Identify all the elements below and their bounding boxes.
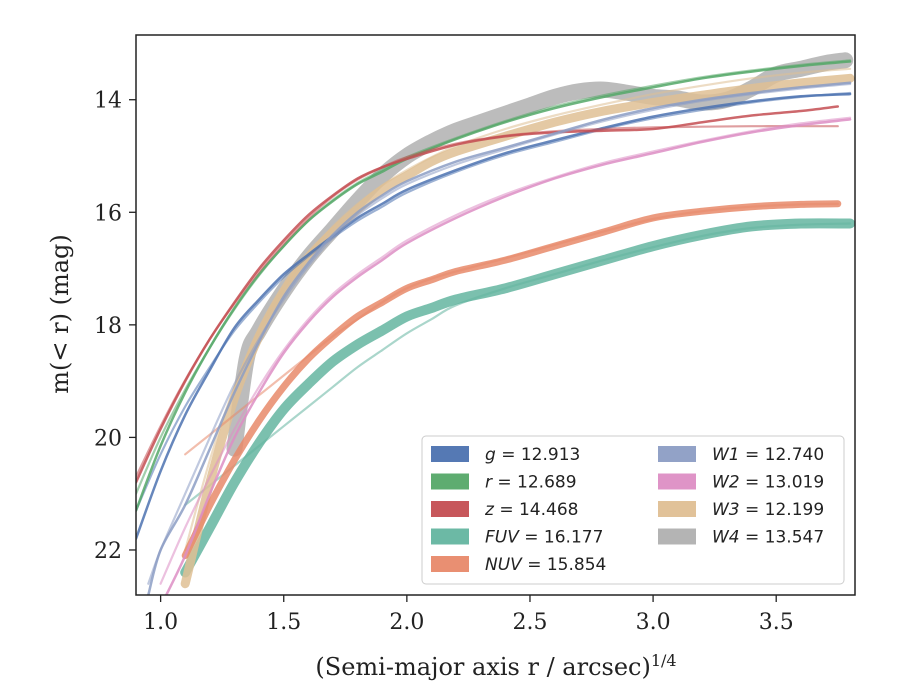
x-tick-label: 2.5 — [512, 610, 547, 635]
legend-label: NUV = 15.854 — [485, 555, 606, 575]
legend-label: z = 14.468 — [484, 500, 578, 520]
y-tick-label: 20 — [94, 426, 122, 451]
series-r — [136, 59, 852, 512]
x-axis-label: (Semi-major axis r / arcsec)1/4 — [315, 651, 676, 681]
y-axis-label: m(< r) (mag) — [46, 234, 74, 393]
legend-item-w1: W1 = 12.740 — [658, 445, 824, 465]
legend-swatch — [431, 473, 469, 490]
legend-label: W2 = 13.019 — [712, 473, 824, 493]
x-axis-label-superscript: 1/4 — [651, 651, 677, 670]
series-w2-profile — [164, 118, 852, 595]
legend-item-nuv: NUV = 15.854 — [431, 555, 606, 575]
series-fuv-model — [184, 222, 852, 506]
series-fuv — [180, 218, 855, 578]
series-w1 — [147, 81, 852, 595]
x-tick-label: 1.0 — [143, 610, 178, 635]
series-z — [136, 105, 840, 484]
series-z-model — [136, 125, 839, 478]
legend-label: r = 12.689 — [485, 473, 577, 493]
y-tick-label: 22 — [94, 539, 122, 564]
legend-item-w4: W4 = 13.547 — [658, 528, 824, 548]
series-nuv-model — [184, 202, 839, 456]
legend-item-w2: W2 = 13.019 — [658, 473, 824, 493]
x-tick-label: 3.0 — [636, 610, 671, 635]
legend-item-z: z = 14.468 — [431, 500, 578, 520]
series-g-model — [136, 91, 852, 512]
series-nuv — [181, 200, 842, 560]
x-tick-label: 1.5 — [266, 610, 301, 635]
legend-label: W4 = 13.547 — [712, 528, 824, 548]
series-w3-model — [184, 67, 852, 552]
y-tick-label: 14 — [94, 89, 122, 114]
legend-swatch — [431, 528, 469, 545]
legend-item-w3: W3 = 12.199 — [658, 500, 824, 520]
series-w2-model — [159, 116, 852, 585]
series-layer — [136, 52, 855, 595]
legend-item-r: r = 12.689 — [431, 473, 577, 493]
legend: g = 12.913 r = 12.689 z = 14.468 FUV = 16.1… — [421, 435, 845, 585]
legend-swatch — [431, 501, 469, 517]
legend-swatch — [658, 528, 696, 545]
legend-label: FUV = 16.177 — [485, 528, 603, 548]
legend-swatch — [658, 501, 696, 517]
legend-item-fuv: FUV = 16.177 — [431, 528, 603, 548]
x-axis-label-main: (Semi-major axis r / arcsec) — [315, 653, 650, 681]
series-w2 — [159, 116, 852, 595]
y-axis-ticks: 14 16 18 20 22 — [94, 89, 136, 564]
legend-swatch — [658, 473, 696, 490]
legend-box — [421, 435, 845, 585]
x-axis-ticks: 1.0 1.5 2.0 2.5 3.0 3.5 — [143, 595, 794, 635]
legend-item-g: g = 12.913 — [431, 445, 580, 465]
legend-label: W1 = 12.740 — [712, 445, 824, 465]
series-r-model — [136, 59, 852, 495]
legend-swatch — [658, 446, 696, 462]
x-tick-label: 2.0 — [389, 610, 424, 635]
plot-frame — [135, 34, 856, 596]
legend-label: g = 12.913 — [485, 445, 580, 465]
x-tick-label: 3.5 — [759, 610, 794, 635]
series-g — [136, 91, 852, 540]
y-tick-label: 16 — [94, 201, 122, 226]
series-w1-model — [147, 82, 852, 585]
series-w1-profile — [147, 81, 852, 595]
legend-label: W3 = 12.199 — [712, 500, 824, 520]
legend-swatch — [431, 556, 469, 572]
legend-swatch — [431, 446, 469, 462]
y-tick-label: 18 — [94, 314, 122, 339]
